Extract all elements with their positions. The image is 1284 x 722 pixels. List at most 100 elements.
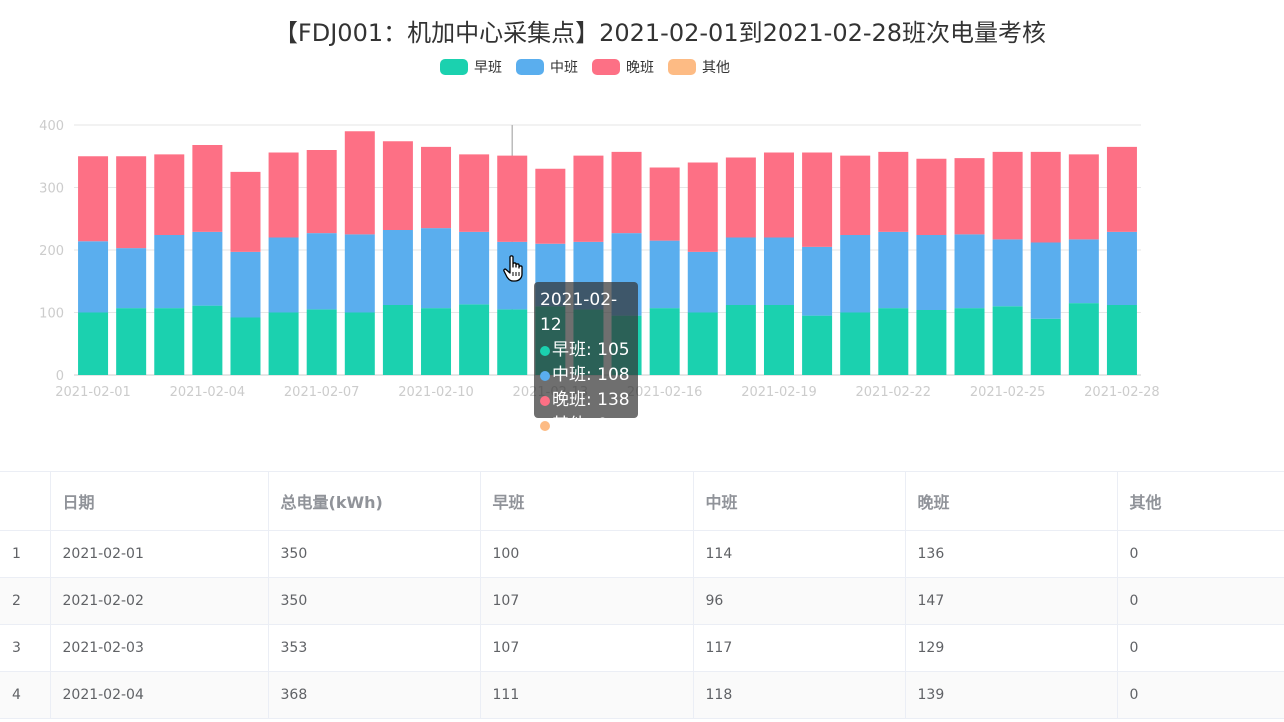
bar-segment (154, 308, 185, 375)
tooltip-value: 早班: 105 (552, 340, 630, 360)
legend-item[interactable]: 其他 (668, 57, 730, 77)
bar-segment (916, 310, 947, 375)
bar-segment (992, 239, 1023, 307)
bar-segment (1068, 303, 1099, 375)
legend-label: 早班 (474, 60, 502, 76)
table-row[interactable]: 3 2021-02-03 353 107 117 129 0 (0, 624, 1284, 672)
bar-segment (154, 154, 185, 235)
legend-item[interactable]: 晚班 (592, 57, 654, 77)
table-cell: 96 (693, 577, 906, 625)
bar-segment (116, 308, 147, 375)
table-cell: 368 (268, 671, 481, 719)
table-cell: 2021-02-01 (50, 530, 269, 578)
column-header[interactable] (0, 471, 51, 531)
bar-segment (192, 305, 223, 375)
table-row[interactable]: 1 2021-02-01 350 100 114 136 0 (0, 530, 1284, 578)
y-tick-label: 0 (56, 369, 64, 384)
bar-segment (116, 248, 147, 309)
bar-segment (725, 157, 756, 238)
bar-segment (459, 304, 490, 375)
table-cell: 3 (0, 624, 51, 672)
table-cell: 129 (905, 624, 1118, 672)
data-table: 日期 总电量(kWh) 早班 中班 晚班 其他 1 2021-02-01 350 100 114 1… (0, 471, 1284, 719)
bar-segment (192, 145, 223, 232)
bar-segment (573, 155, 604, 242)
table-cell: 107 (480, 624, 694, 672)
bar-segment (382, 141, 413, 230)
table-cell: 0 (1117, 530, 1284, 578)
bar-segment (954, 308, 985, 375)
bar-segment (687, 251, 718, 313)
bar-segment (535, 168, 566, 244)
y-tick-label: 300 (39, 182, 64, 197)
bar-segment (306, 309, 337, 375)
bar-segment (230, 317, 261, 375)
column-header[interactable]: 晚班 (905, 471, 1118, 531)
bar-segment (459, 154, 490, 232)
bar-segment (382, 230, 413, 305)
bar-segment (763, 305, 794, 375)
bar-segment (649, 308, 680, 375)
bar-segment (1030, 151, 1061, 243)
tooltip-row: 晚班: 138 (540, 388, 638, 413)
bar-segment (1030, 242, 1061, 319)
hand-cursor-icon (503, 255, 523, 282)
x-tick-label: 2021-02-22 (856, 385, 932, 400)
bar-segment (78, 156, 109, 242)
bar-segment (78, 241, 109, 313)
bar-segment (763, 152, 794, 238)
chart-title: 【FDJ001：机加中心采集点】2021-02-01到2021-02-28班次电… (273, 19, 1047, 47)
tooltip-marker (540, 395, 550, 406)
bar-segment (268, 152, 299, 238)
table-cell: 139 (905, 671, 1118, 719)
x-tick-label: 2021-02-25 (970, 385, 1046, 400)
bar-segment (954, 234, 985, 309)
y-tick-label: 400 (39, 119, 64, 134)
bar-segment (878, 308, 909, 375)
bar-segment (230, 171, 261, 252)
bar-segment (802, 152, 833, 247)
bar-segment (687, 312, 718, 375)
tooltip-row: 其他: 0 (540, 413, 638, 438)
bar-segment (268, 312, 299, 375)
bar-segment (421, 228, 452, 309)
bar-segment (154, 235, 185, 309)
bar-segment (497, 155, 528, 242)
bar-segment (116, 156, 147, 249)
column-header[interactable]: 其他 (1117, 471, 1284, 531)
bar-segment (421, 308, 452, 375)
tooltip-value: 其他: 0 (552, 415, 608, 435)
column-header[interactable]: 日期 (50, 471, 269, 531)
legend-item[interactable]: 早班 (440, 57, 502, 77)
tooltip-value: 晚班: 138 (552, 390, 630, 410)
bar-segment (1106, 231, 1137, 305)
bar-segment (268, 237, 299, 313)
table-cell: 1 (0, 530, 51, 578)
table-cell: 100 (480, 530, 694, 578)
bar-segment (1030, 318, 1061, 375)
table-cell: 107 (480, 577, 694, 625)
bar-segment (687, 162, 718, 252)
bar-segment (1068, 239, 1099, 304)
x-tick-label: 2021-02-04 (170, 385, 246, 400)
table-row[interactable]: 2 2021-02-02 350 107 96 147 0 (0, 577, 1284, 625)
x-tick-label: 2021-02-10 (398, 385, 474, 400)
table-cell: 0 (1117, 624, 1284, 672)
bar-segment (1106, 305, 1137, 375)
bar-segment (344, 312, 375, 375)
bar-segment (840, 155, 871, 235)
column-header[interactable]: 早班 (480, 471, 694, 531)
legend-item[interactable]: 中班 (516, 57, 578, 77)
table-row[interactable]: 4 2021-02-04 368 111 118 139 0 (0, 671, 1284, 719)
bar-segment (421, 146, 452, 229)
bar-segment (1068, 154, 1099, 240)
bar-segment (459, 231, 490, 305)
bar-segment (344, 234, 375, 313)
table-cell: 353 (268, 624, 481, 672)
x-tick-label: 2021-02-19 (741, 385, 817, 400)
legend: 早班 中班 晚班 其他 (440, 57, 744, 77)
column-header[interactable]: 总电量(kWh) (268, 471, 481, 531)
table-cell: 117 (693, 624, 906, 672)
column-header[interactable]: 中班 (693, 471, 906, 531)
stacked-bar-chart: 0 100 200 300 400 2021-02-01 2021-02-04 2021-02… (39, 119, 1160, 400)
